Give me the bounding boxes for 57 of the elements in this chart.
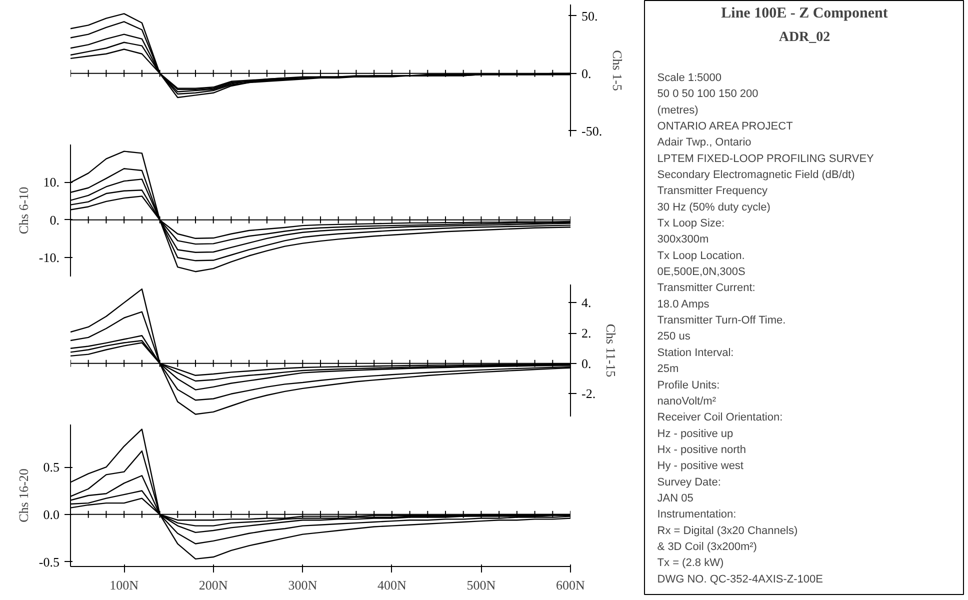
text: Line 100E - Z Component (721, 5, 888, 22)
text: (metres) (657, 104, 698, 116)
text: LPTEM FIXED-LOOP PROFILING SURVEY (657, 152, 875, 165)
y-tick-label: 0. (50, 212, 60, 228)
text: ONTARIO AREA PROJECT (657, 120, 794, 132)
text: 300x300m (657, 234, 709, 246)
text: Profile Units: (657, 379, 720, 392)
x-tick-label: 600N (556, 578, 586, 592)
text: Transmitter Current: (657, 282, 756, 294)
text: Hz - positive up (657, 428, 734, 440)
y-tick-label: -10. (38, 250, 60, 266)
y-axis-title: Chs 16-20 (16, 468, 31, 522)
y-tick-label: 50. (582, 8, 598, 24)
y-axis-title: Chs 1-5 (610, 50, 626, 91)
text: Hx - positive north (657, 444, 746, 456)
y-tick-label: -50. (582, 123, 602, 138)
text: 0E,500E,0N,300S (657, 266, 746, 278)
y-tick-label: -2. (582, 386, 596, 402)
text: Scale 1:5000 (657, 72, 722, 84)
y-tick-label: 0. (582, 356, 592, 371)
text: 50 0 50 100 150 200 (657, 88, 758, 100)
text: Transmitter Frequency (657, 185, 768, 198)
text: 30 Hz (50% duty cycle) (657, 201, 770, 214)
x-tick-label: 100N (110, 578, 140, 592)
text: Receiver Coil Orientation: (657, 412, 783, 424)
x-tick-label: 300N (288, 578, 318, 592)
y-tick-label: 0.5 (43, 460, 60, 475)
y-tick-label: 0.0 (43, 506, 60, 522)
text: Instrumentation: (657, 508, 736, 521)
text: Adair Twp., Ontario (657, 136, 752, 149)
text: Rx = Digital (3x20 Channels) (657, 524, 798, 537)
text: Hy - positive west (657, 460, 744, 472)
text: Survey Date: (657, 476, 721, 488)
text: 18.0 Amps (657, 298, 710, 310)
text: ADR_02 (778, 30, 830, 46)
text: Tx Loop Location. (657, 250, 745, 262)
x-tick-label: 500N (466, 578, 496, 592)
y-axis-title: Chs 11-15 (604, 324, 619, 378)
y-tick-label: 0. (582, 66, 592, 81)
y-tick-label: 10. (43, 174, 60, 190)
text: Secondary Electromagnetic Field (dB/dt) (657, 168, 855, 181)
x-tick-label: 400N (377, 578, 407, 592)
text: DWG NO. QC-352-4AXIS-Z-100E (657, 573, 823, 586)
y-tick-label: -0.5 (38, 554, 60, 570)
y-axis-title: Chs 6-10 (16, 186, 31, 234)
text: Tx Loop Size: (657, 217, 725, 230)
y-tick-label: 2. (582, 326, 592, 341)
text: 25m (657, 363, 679, 376)
text: JAN 05 (657, 492, 694, 504)
text: nanoVolt/m² (657, 395, 716, 408)
text: & 3D Coil (3x200m²) (657, 541, 757, 554)
text: Station Interval: (657, 346, 734, 359)
text: 250 us (657, 330, 691, 343)
y-tick-label: 4. (582, 295, 592, 310)
text: Tx = (2.8 kW) (657, 557, 724, 570)
text: Transmitter Turn-Off Time. (657, 314, 786, 327)
x-tick-label: 200N (198, 578, 228, 592)
